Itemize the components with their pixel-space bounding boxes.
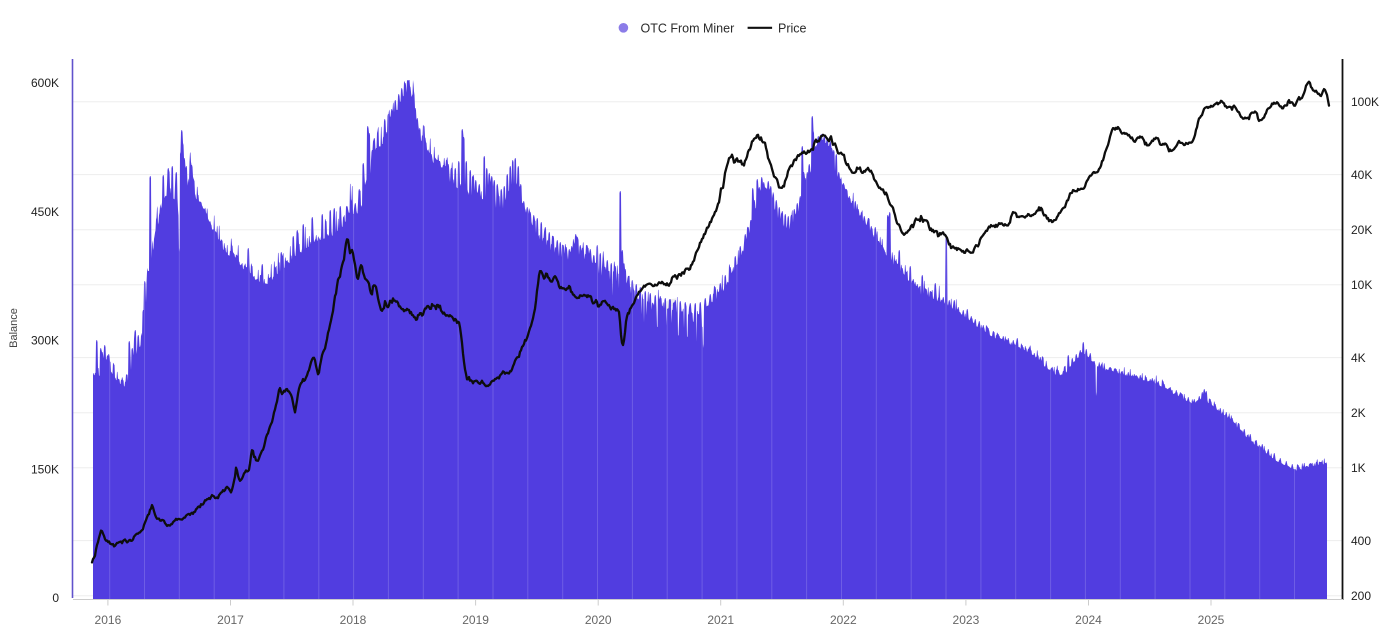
svg-text:Balance: Balance: [8, 308, 20, 348]
svg-text:300K: 300K: [31, 334, 59, 348]
svg-text:2023: 2023: [953, 613, 980, 627]
svg-text:40K: 40K: [1351, 168, 1372, 182]
svg-text:2019: 2019: [462, 613, 489, 627]
svg-text:OTC From Miner: OTC From Miner: [641, 21, 735, 35]
svg-text:450K: 450K: [31, 205, 59, 219]
svg-text:2022: 2022: [830, 613, 857, 627]
svg-text:4K: 4K: [1351, 351, 1366, 365]
svg-text:20K: 20K: [1351, 223, 1372, 237]
svg-text:2024: 2024: [1075, 613, 1102, 627]
svg-text:400: 400: [1351, 534, 1371, 548]
svg-text:150K: 150K: [31, 462, 59, 476]
svg-text:2018: 2018: [340, 613, 367, 627]
svg-text:2017: 2017: [217, 613, 244, 627]
svg-text:600K: 600K: [31, 76, 59, 90]
svg-text:2K: 2K: [1351, 406, 1366, 420]
svg-text:Price: Price: [778, 21, 807, 35]
svg-text:2016: 2016: [95, 613, 122, 627]
svg-text:1K: 1K: [1351, 461, 1366, 475]
svg-text:10K: 10K: [1351, 278, 1372, 292]
svg-text:100K: 100K: [1351, 95, 1379, 109]
svg-text:2025: 2025: [1198, 613, 1225, 627]
svg-text:2021: 2021: [707, 613, 734, 627]
svg-text:2020: 2020: [585, 613, 612, 627]
svg-text:200: 200: [1351, 589, 1371, 603]
svg-text:0: 0: [52, 591, 59, 605]
